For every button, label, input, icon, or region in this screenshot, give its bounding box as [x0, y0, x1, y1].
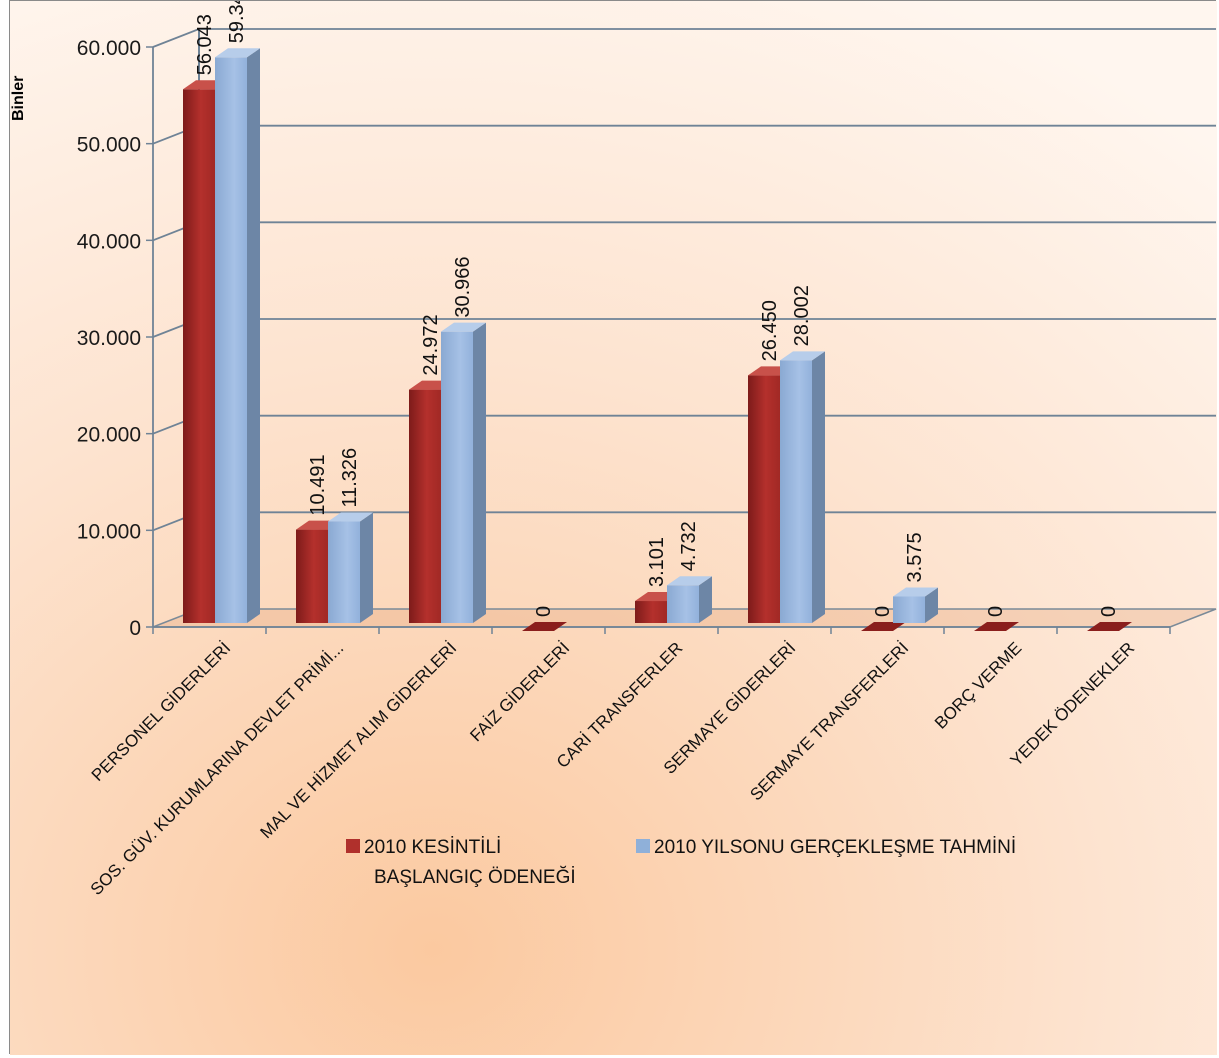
bar-side [473, 322, 486, 623]
bar-top [328, 512, 373, 522]
bar-chart: 010.00020.00030.00040.00050.00060.000PER… [10, 1, 1217, 1055]
bar-side [360, 512, 373, 623]
data-label: 4.732 [678, 521, 700, 571]
chart-frame: 0 10.000 20.000 30.000 40.000 50.000 60.000 PER… [9, 0, 1217, 1055]
data-label: 59.349 [226, 1, 248, 43]
bar-front [183, 89, 215, 624]
data-label: 11.326 [339, 448, 361, 508]
bar-top [441, 322, 486, 332]
legend-label-series-1-line-1: 2010 KESİNTİLİ [364, 837, 501, 858]
y-tick-label: 30.000 [77, 327, 141, 350]
y-tick-label: 20.000 [77, 424, 141, 447]
y-tick-label: 60.000 [77, 37, 141, 60]
data-label: 24.972 [420, 314, 442, 375]
bar-front [215, 57, 247, 624]
bar-series-2 [328, 512, 373, 623]
bar-series-2 [893, 587, 938, 623]
bar-side [925, 587, 938, 623]
y-tick-label: 10.000 [77, 520, 141, 543]
bar-front [328, 521, 360, 623]
bar-side [247, 48, 260, 624]
bar-front [667, 585, 699, 623]
y-tick-label: 40.000 [77, 230, 141, 253]
bar-series-2 [215, 48, 260, 624]
bar-series-2 [441, 322, 486, 623]
bar-top [974, 622, 1019, 631]
bar-series-2 [780, 351, 825, 623]
bar-front [635, 601, 667, 623]
bar-side [812, 351, 825, 623]
data-label: 56.043 [194, 14, 216, 75]
bar-top [861, 622, 906, 631]
bar-series-1 [974, 622, 1019, 631]
bar-series-1 [1087, 622, 1132, 631]
bar-front [748, 375, 780, 623]
legend: 2010 KESİNTİLİ BAŞLANGIÇ ÖDENEĞİ 2010 YI… [346, 837, 1016, 888]
data-label: 0 [985, 606, 1007, 617]
bar-front [409, 389, 441, 623]
bar-top [522, 622, 567, 631]
bar-side [699, 576, 712, 623]
bar-top [780, 351, 825, 361]
data-label: 3.101 [646, 537, 668, 587]
data-label: 0 [1098, 606, 1120, 617]
data-label: 3.575 [904, 532, 926, 582]
data-label: 0 [872, 606, 894, 617]
bar-series-2 [667, 576, 712, 623]
legend-swatch-series-2 [636, 839, 650, 853]
bar-top [667, 576, 712, 586]
data-label: 10.491 [307, 454, 329, 515]
data-label: 0 [533, 606, 555, 617]
y-tick-label: 50.000 [77, 134, 141, 157]
bar-front [296, 529, 328, 623]
legend-swatch-series-1 [346, 839, 360, 853]
bar-front [780, 360, 812, 623]
y-tick-label: 0 [129, 617, 141, 640]
data-label: 26.450 [759, 300, 781, 361]
bar-series-1 [522, 622, 567, 631]
data-labels: 56.043 10.491 24.972 0 3.101 26.450 0 0 0 59.349 1… [194, 1, 1120, 617]
bar-top [893, 587, 938, 597]
bar-front [441, 331, 473, 623]
bars [183, 48, 1132, 631]
legend-label-series-1-line-2: BAŞLANGIÇ ÖDENEĞİ [374, 866, 576, 888]
bar-series-1 [861, 622, 906, 631]
bar-series-1 [409, 380, 454, 623]
legend-label-series-2: 2010 YILSONU GERÇEKLEŞME TAHMİNİ [654, 837, 1016, 858]
bar-top [1087, 622, 1132, 631]
bar-top [215, 48, 260, 58]
data-label: 30.966 [452, 256, 474, 317]
data-label: 28.002 [791, 285, 813, 346]
bar-front [893, 596, 925, 623]
y-axis-title: Binler [10, 76, 27, 121]
